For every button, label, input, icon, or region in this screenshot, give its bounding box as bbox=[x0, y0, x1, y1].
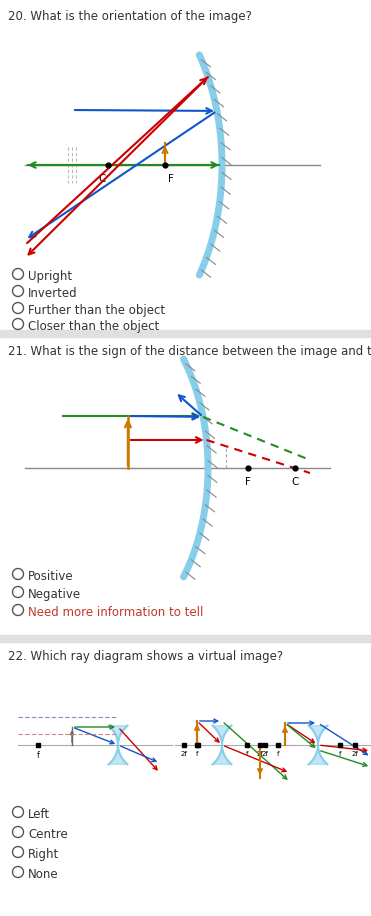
Text: 22. Which ray diagram shows a virtual image?: 22. Which ray diagram shows a virtual im… bbox=[8, 650, 283, 663]
Text: 2f: 2f bbox=[262, 751, 269, 757]
Text: C: C bbox=[291, 477, 299, 487]
Text: Centre: Centre bbox=[28, 828, 68, 841]
Text: Closer than the object: Closer than the object bbox=[28, 320, 159, 333]
Polygon shape bbox=[309, 725, 327, 764]
Polygon shape bbox=[213, 725, 232, 764]
Text: Positive: Positive bbox=[28, 570, 73, 583]
Text: Negative: Negative bbox=[28, 588, 81, 601]
Text: Need more information to tell: Need more information to tell bbox=[28, 606, 203, 619]
Text: f: f bbox=[37, 751, 39, 760]
Text: F: F bbox=[168, 174, 174, 184]
Text: f: f bbox=[339, 751, 341, 757]
Polygon shape bbox=[109, 725, 127, 764]
Text: Inverted: Inverted bbox=[28, 287, 78, 300]
Text: f: f bbox=[277, 751, 279, 757]
Text: 21. What is the sign of the distance between the image and the mirror (di)?: 21. What is the sign of the distance bet… bbox=[8, 345, 371, 358]
Text: 20. What is the orientation of the image?: 20. What is the orientation of the image… bbox=[8, 10, 252, 23]
Text: f: f bbox=[196, 751, 198, 757]
Bar bbox=[0, 635, 371, 642]
Text: F: F bbox=[245, 477, 251, 487]
Text: Left: Left bbox=[28, 808, 50, 821]
Text: 2f: 2f bbox=[352, 751, 358, 757]
Bar bbox=[0, 330, 371, 337]
Text: Right: Right bbox=[28, 848, 59, 861]
Text: 2f: 2f bbox=[257, 751, 263, 757]
Text: Further than the object: Further than the object bbox=[28, 304, 165, 317]
Text: C: C bbox=[99, 174, 106, 184]
Text: 2f: 2f bbox=[181, 751, 187, 757]
Text: None: None bbox=[28, 868, 59, 881]
Text: f: f bbox=[246, 751, 248, 757]
Text: Upright: Upright bbox=[28, 270, 72, 283]
